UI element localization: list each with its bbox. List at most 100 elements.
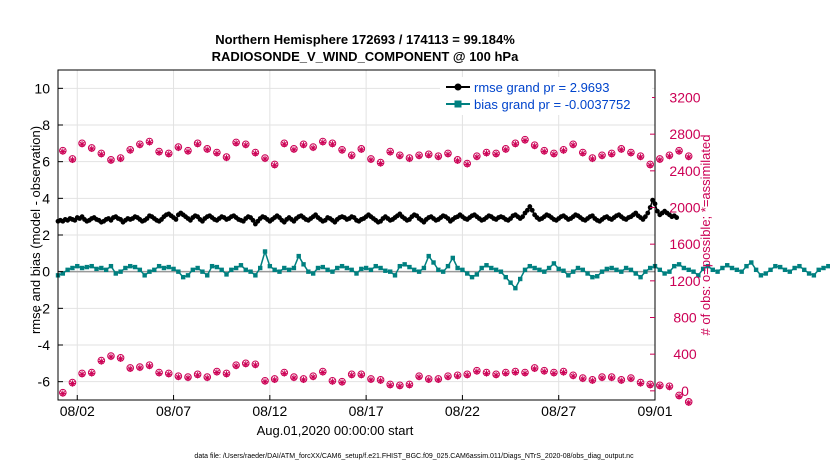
y-tick-label: -4: [38, 337, 51, 353]
bias-point: [363, 265, 369, 271]
bias-series: [55, 248, 830, 291]
series-assimilated: [59, 137, 692, 406]
bias-point: [599, 269, 605, 274]
rmse-point: [642, 214, 648, 220]
rmse-point: [529, 207, 535, 213]
obs-assimilated-point: [657, 383, 663, 389]
plot-area: -6 -4 -2 0 2 4 6 8 10 0 400 800 1200 1600 2000 2400 2800…: [34, 69, 830, 419]
chart-subtitle: RADIOSONDE_V_WIND_COMPONENT @ 100 hPa: [212, 49, 519, 64]
obs-assimilated-point: [666, 384, 673, 390]
obs-assimilated-point: [310, 145, 316, 151]
bias-point: [700, 266, 706, 272]
bias-point: [638, 274, 643, 280]
obs-assimilated-point: [156, 149, 162, 156]
y2-tick-label: 1600: [669, 236, 700, 252]
obs-assimilated-point: [541, 148, 547, 155]
obs-assimilated-point: [204, 375, 210, 381]
obs-assimilated-point: [522, 370, 528, 377]
y-tick-label: 10: [34, 80, 50, 96]
obs-assimilated-point: [676, 393, 682, 399]
obs-assimilated-point: [560, 148, 567, 154]
bias-point: [277, 269, 282, 274]
obs-assimilated-point: [609, 151, 615, 157]
bias-point: [166, 264, 171, 270]
obs-assimilated-point: [117, 356, 124, 362]
bias-point: [643, 269, 648, 274]
bias-point: [108, 263, 114, 269]
obs-assimilated-point: [532, 143, 538, 149]
bias-point: [777, 264, 783, 270]
obs-assimilated-point: [60, 148, 66, 155]
bias-point: [421, 265, 427, 271]
bias-point: [320, 264, 325, 270]
obs-assimilated-point: [329, 379, 336, 385]
x-tick-label: 08/12: [252, 403, 287, 419]
obs-assimilated-point: [252, 150, 258, 157]
legend-label: bias grand pr = -0.0037752: [474, 97, 630, 112]
obs-assimilated-point: [637, 154, 644, 160]
obs-assimilated-point: [243, 361, 249, 367]
bias-point: [70, 265, 75, 271]
obs-assimilated-point: [175, 145, 181, 151]
y-tick-label: -2: [38, 300, 51, 316]
bias-point: [325, 267, 330, 273]
bias-point: [527, 263, 533, 269]
x-tick-label: 08/22: [445, 403, 480, 419]
bias-point: [758, 273, 764, 278]
bias-point: [532, 265, 537, 271]
bias-point: [628, 267, 634, 273]
y2-tick-label: 1200: [669, 273, 700, 289]
obs-assimilated-point: [647, 382, 653, 388]
y-tick-label: 4: [42, 190, 50, 206]
obs-assimilated-point: [166, 371, 172, 377]
rmse-point: [655, 208, 660, 214]
bias-point: [190, 267, 196, 273]
bias-point: [667, 269, 672, 274]
bias-point: [258, 265, 263, 271]
bias-point: [412, 267, 417, 273]
obs-assimilated-point: [628, 376, 634, 382]
bias-point: [561, 268, 566, 273]
bias-point: [522, 267, 528, 273]
obs-assimilated-point: [435, 154, 441, 160]
bias-point: [383, 268, 388, 273]
bias-point: [306, 269, 311, 274]
bias-point: [344, 265, 350, 271]
obs-assimilated-point: [647, 162, 653, 168]
obs-assimilated-point: [108, 158, 114, 164]
obs-assimilated-point: [686, 154, 692, 160]
bias-point: [161, 265, 167, 271]
obs-assimilated-point: [676, 148, 682, 155]
obs-assimilated-point: [455, 158, 461, 164]
x-tick-label: 09/01: [637, 403, 672, 419]
bias-point: [368, 267, 374, 273]
bias-point: [686, 267, 691, 273]
bias-point: [99, 265, 104, 271]
x-tick-label: 08/17: [349, 403, 384, 419]
rmse-point: [527, 204, 533, 209]
bias-point: [749, 260, 754, 265]
obs-assimilated-point: [156, 370, 162, 377]
obs-assimilated-point: [464, 161, 470, 168]
obs-assimilated-point: [377, 160, 384, 167]
rmse-point: [173, 217, 179, 222]
obs-assimilated-point: [79, 371, 85, 377]
bias-point: [388, 269, 393, 274]
obs-assimilated-point: [551, 151, 557, 157]
obs-assimilated-point: [464, 372, 470, 378]
bias-point: [272, 267, 277, 273]
bias-point: [171, 266, 176, 272]
bias-point: [214, 264, 220, 270]
bias-point: [359, 266, 364, 272]
bias-point: [517, 276, 523, 282]
y-axis-label: rmse and bias (model - observation): [28, 126, 43, 334]
obs-assimilated-point: [243, 142, 249, 148]
bias-point: [542, 269, 547, 274]
rmse-point: [250, 217, 256, 223]
obs-assimilated-point: [252, 362, 258, 368]
rmse-series: [55, 197, 680, 227]
obs-assimilated-point: [455, 373, 461, 379]
bias-point: [378, 265, 383, 271]
obs-assimilated-point: [512, 141, 518, 147]
obs-assimilated-point: [435, 377, 441, 383]
